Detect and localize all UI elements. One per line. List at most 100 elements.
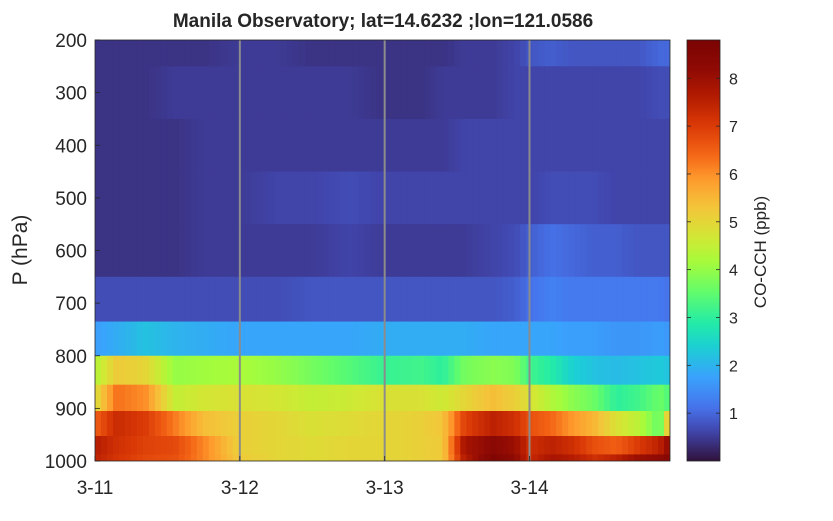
heatmap-cell [316,454,324,461]
heatmap-cell [130,411,138,437]
heatmap-cell [634,355,641,386]
heatmap-cell [436,118,443,173]
heatmap-cell [550,171,557,225]
heatmap-cell [460,454,467,461]
heatmap-cell [208,224,216,278]
heatmap-cell [340,454,348,461]
heatmap-cell [598,355,605,386]
heatmap-cell [292,454,300,461]
heatmap-cell [664,355,670,386]
heatmap-cell [340,171,348,225]
heatmap-cell [334,276,342,323]
heatmap-cell [370,40,378,67]
heatmap-cell [478,40,485,67]
heatmap-cell [262,321,270,357]
heatmap-cell [586,384,593,412]
heatmap-cell [496,66,503,120]
heatmap-cell [178,171,186,225]
heatmap-cell [370,171,378,225]
heatmap-cell [142,384,150,412]
heatmap-cell [214,454,222,461]
heatmap-cell [364,321,372,357]
heatmap-cell [616,224,623,278]
heatmap-cell [268,118,276,173]
heatmap-cell [358,321,366,357]
heatmap-cell [95,40,102,67]
heatmap-cell [538,321,545,357]
heatmap-cell [364,66,372,120]
heatmap-cell [388,66,396,120]
heatmap-cell [220,411,228,437]
heatmap-cell [400,454,408,461]
heatmap-cell [532,66,539,120]
heatmap-cell [400,436,408,456]
heatmap-cell [472,355,479,386]
y-tick-label: 600 [55,242,87,263]
heatmap-cell [634,171,641,225]
heatmap-cell [274,411,282,437]
heatmap-cell [106,171,114,225]
heatmap-cell [514,321,521,357]
heatmap-cell [340,66,348,120]
heatmap-cell [196,411,204,437]
heatmap-cell [232,66,240,120]
heatmap-cell [136,321,144,357]
heatmap-cell [592,276,599,323]
heatmap-cell [406,355,414,386]
colorbar-tick-label: 2 [729,358,738,375]
heatmap-cell [238,171,246,225]
heatmap-cell [550,454,557,461]
heatmap-cell [640,411,647,437]
heatmap-cell [328,411,336,437]
heatmap-cell [226,411,234,437]
heatmap-cell [406,436,414,456]
heatmap-cell [604,411,611,437]
heatmap-cell [130,276,138,323]
heatmap-cell [298,118,306,173]
heatmap-cell [310,321,318,357]
heatmap-cell [250,66,258,120]
heatmap-cell [634,118,641,173]
heatmap-cell [664,118,670,173]
heatmap-cell [160,276,168,323]
heatmap-cell [586,66,593,120]
heatmap-cell [196,40,204,67]
heatmap-cell [460,355,467,386]
heatmap-cell [616,118,623,173]
heatmap-cell [484,171,491,225]
heatmap-cell [142,411,150,437]
heatmap-cell [268,384,276,412]
heatmap-cell [418,384,426,412]
heatmap-cell [538,276,545,323]
heatmap-cell [328,384,336,412]
colorbar-tick-label: 6 [729,167,738,184]
heatmap-cell [160,171,168,225]
heatmap-cell [346,276,354,323]
heatmap-cell [394,171,402,225]
heatmap-cell [166,118,174,173]
heatmap-cell [376,436,384,456]
heatmap-cell [484,436,491,456]
heatmap-cell [244,321,252,357]
heatmap-cell [460,224,467,278]
heatmap-cell [256,276,264,323]
heatmap-cell [598,224,605,278]
heatmap-cell [472,171,479,225]
heatmap-cell [322,384,330,412]
heatmap-cell [610,276,617,323]
heatmap-cell [298,40,306,67]
heatmap-cell [208,118,216,173]
heatmap-cell [556,276,563,323]
heatmap-cell [136,224,144,278]
heatmap-cell [550,321,557,357]
heatmap-cell [346,411,354,437]
heatmap-cell [550,355,557,386]
heatmap-cell [514,411,521,437]
heatmap-cell [628,276,635,323]
heatmap-cell [340,40,348,67]
heatmap-cell [172,224,180,278]
heatmap-cell [436,355,443,386]
heatmap-cell [592,355,599,386]
heatmap-cell [220,384,228,412]
heatmap-cell [502,171,509,225]
